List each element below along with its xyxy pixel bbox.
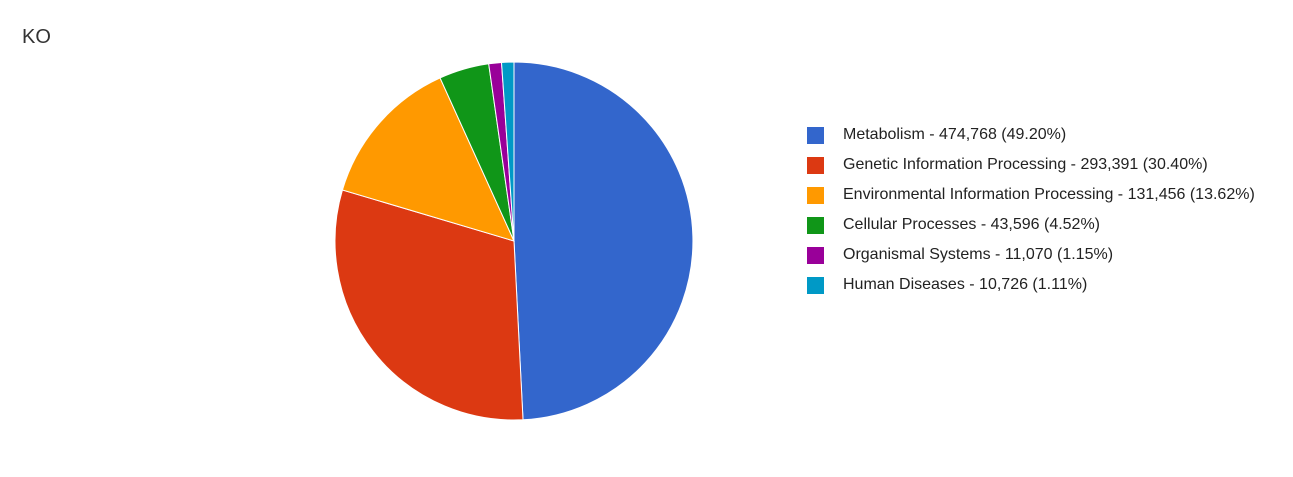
legend-label: Organismal Systems - 11,070 (1.15%) bbox=[843, 246, 1114, 263]
chart-title: KO bbox=[22, 26, 51, 48]
legend-swatch bbox=[807, 276, 824, 294]
pie-slice-environmental-information-processing[interactable] bbox=[341, 77, 515, 242]
legend-label: Environmental Information Processing - 1… bbox=[843, 186, 1255, 203]
pie-slice-genetic-information-processing[interactable] bbox=[334, 189, 524, 421]
legend-item[interactable]: Human Diseases - 10,726 (1.11%) bbox=[807, 270, 1293, 300]
legend-item[interactable]: Organismal Systems - 11,070 (1.15%) bbox=[807, 240, 1293, 270]
legend-item[interactable]: Cellular Processes - 43,596 (4.52%) bbox=[807, 210, 1293, 240]
legend-label: Human Diseases - 10,726 (1.11%) bbox=[843, 276, 1088, 293]
legend-swatch bbox=[807, 246, 824, 264]
legend-item[interactable]: Environmental Information Processing - 1… bbox=[807, 180, 1293, 210]
legend-label: Genetic Information Processing - 293,391… bbox=[843, 156, 1208, 173]
chart-legend: Metabolism - 474,768 (49.20%) Genetic Inf… bbox=[807, 120, 1293, 300]
legend-swatch bbox=[807, 186, 824, 204]
legend-item[interactable]: Metabolism - 474,768 (49.20%) bbox=[807, 120, 1293, 150]
legend-label: Cellular Processes - 43,596 (4.52%) bbox=[843, 216, 1101, 233]
pie-slice-metabolism[interactable] bbox=[513, 61, 694, 421]
legend-label: Metabolism - 474,768 (49.20%) bbox=[843, 126, 1067, 143]
legend-swatch bbox=[807, 156, 824, 174]
pie-slice-human-diseases[interactable] bbox=[500, 61, 515, 242]
legend-swatch bbox=[807, 216, 824, 234]
legend-item[interactable]: Genetic Information Processing - 293,391… bbox=[807, 150, 1293, 180]
legend-swatch bbox=[807, 126, 824, 144]
